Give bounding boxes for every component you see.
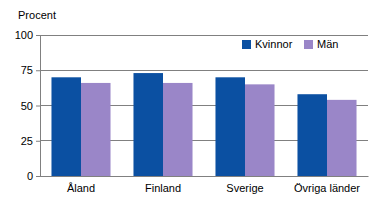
x-axis: Åland Finland Sverige Övriga länder: [41, 176, 369, 194]
bar-series: [81, 83, 357, 176]
y-tick-label: 50: [21, 100, 33, 112]
chart: 0 25 50 75 100 Åland Finland Sverige Övriga länd…: [0, 0, 384, 210]
legend-item: Män: [304, 38, 338, 50]
legend-label: Män: [317, 38, 338, 50]
y-tick: 0: [27, 170, 40, 182]
x-tick-label: Sverige: [226, 182, 263, 194]
bar-series: [51, 73, 327, 176]
y-tick: 75: [21, 64, 40, 76]
bar: [245, 84, 275, 176]
y-tick-mark: [36, 106, 40, 107]
y-tick-mark: [36, 70, 40, 71]
x-axis-line: [41, 176, 369, 177]
x-tick-label: Åland: [67, 182, 95, 194]
x-tick: Övriga länder: [294, 176, 360, 194]
x-tick: Sverige: [226, 176, 263, 194]
bar: [81, 83, 111, 176]
x-tick: Finland: [145, 176, 181, 194]
bars: [51, 73, 356, 176]
grid-line: [40, 70, 368, 71]
x-tick-label: Finland: [145, 182, 181, 194]
y-tick-mark: [36, 35, 40, 36]
y-tick-label: 100: [15, 29, 33, 41]
y-tick-label: 25: [21, 135, 33, 147]
bar: [163, 83, 193, 176]
y-axis-title: Procent: [18, 9, 56, 21]
y-axis-line: [40, 36, 41, 177]
legend-label: Kvinnor: [255, 38, 293, 50]
y-tick-label: 75: [21, 64, 33, 76]
y-tick: 100: [15, 29, 40, 41]
legend-swatch: [242, 40, 251, 49]
bar: [215, 77, 245, 176]
legend-item: Kvinnor: [242, 38, 293, 50]
x-tick: Åland: [67, 176, 95, 194]
y-tick-mark: [36, 176, 40, 177]
y-axis: 0 25 50 75 100: [15, 29, 41, 182]
legend: Kvinnor Män: [242, 38, 338, 50]
bar: [51, 77, 81, 176]
y-tick: 25: [21, 135, 40, 147]
grid: [40, 35, 368, 176]
y-tick-mark: [36, 141, 40, 142]
y-tick-label: 0: [27, 170, 33, 182]
legend-swatch: [304, 40, 313, 49]
bar: [327, 100, 357, 176]
y-tick: 50: [21, 100, 40, 112]
bar: [297, 94, 327, 176]
grid-line: [40, 35, 368, 36]
plot: 0 25 50 75 100 Åland Finland Sverige Övriga länd…: [15, 29, 369, 194]
x-tick-label: Övriga länder: [294, 182, 360, 194]
bar: [133, 73, 163, 176]
